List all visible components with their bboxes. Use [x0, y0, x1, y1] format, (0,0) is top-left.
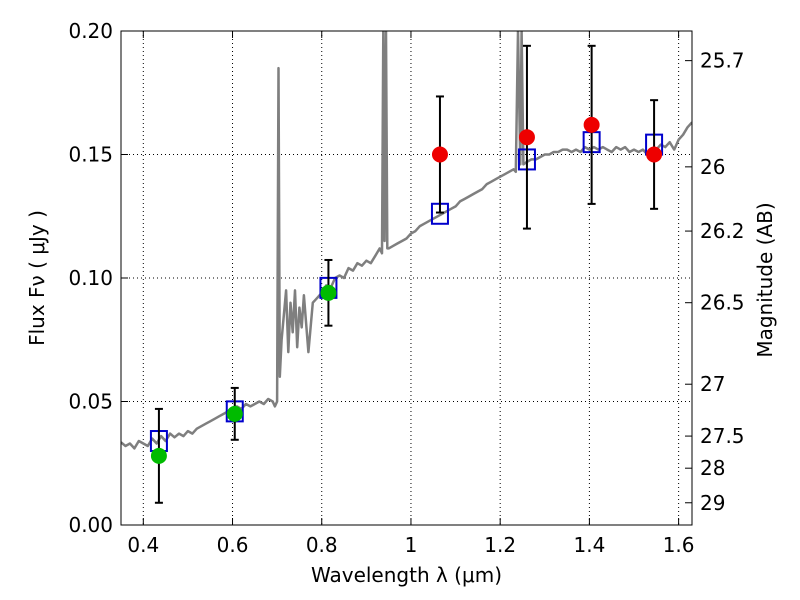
photometry-point — [226, 405, 243, 422]
y2-tick-label: 26.5 — [700, 291, 745, 315]
photometry-point — [646, 146, 663, 163]
x-tick-label: 1.2 — [484, 533, 516, 557]
plot-frame — [120, 30, 693, 526]
grid-lines — [121, 30, 692, 526]
data-series — [121, 31, 692, 504]
photometry-point — [150, 447, 167, 464]
x-axis-label: Wavelength λ (μm) — [311, 563, 502, 587]
y2-axis-label: Magnitude (AB) — [753, 202, 777, 357]
photometry-point — [320, 284, 337, 301]
y2-tick-label: 27 — [700, 372, 725, 396]
sed-line — [121, 31, 692, 450]
x-tick-label: 1 — [405, 533, 418, 557]
x-tick-label: 1.4 — [573, 533, 605, 557]
axis-ticks: 0.4 0.6 0.8 1 1.2 1.4 1.6 0.00 0.05 0.10 0.15 0.20 2… — [68, 19, 744, 557]
x-tick-label: 0.4 — [127, 533, 159, 557]
y-tick-label: 0.05 — [68, 390, 113, 414]
y-tick-label: 0.15 — [68, 143, 113, 167]
x-tick-label: 0.8 — [306, 533, 338, 557]
y2-tick-label: 29 — [700, 491, 725, 515]
y2-tick-label: 27.5 — [700, 424, 745, 448]
photometry-point — [431, 146, 448, 163]
y2-tick-label: 25.7 — [700, 49, 745, 73]
y2-tick-label: 26 — [700, 155, 725, 179]
photometry-point — [583, 116, 600, 133]
y-tick-label: 0.20 — [68, 19, 113, 43]
y-tick-label: 0.10 — [68, 266, 113, 290]
y2-tick-label: 28 — [700, 456, 725, 480]
x-tick-label: 1.6 — [663, 533, 695, 557]
y-axis-label: Flux Fν ( μJy ) — [25, 210, 49, 346]
photometry-point — [518, 129, 535, 146]
y2-tick-label: 26.2 — [700, 219, 745, 243]
y-tick-label: 0.00 — [68, 513, 113, 537]
x-tick-label: 0.6 — [217, 533, 249, 557]
